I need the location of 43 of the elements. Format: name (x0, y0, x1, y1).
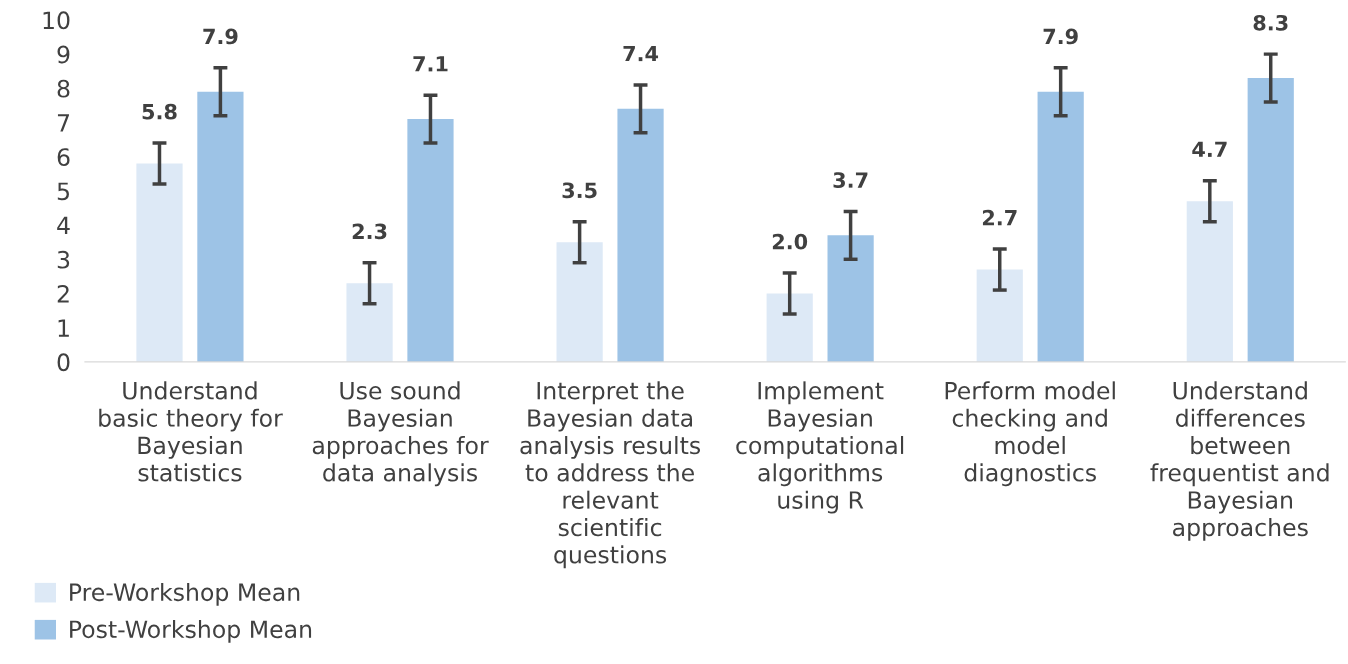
y-tick-label: 9 (57, 45, 70, 64)
bar (617, 108, 664, 362)
bar (1247, 78, 1294, 362)
data-label: 3.5 (562, 182, 597, 199)
bar (1037, 91, 1084, 362)
bar (556, 242, 603, 362)
y-tick-label: 8 (57, 79, 70, 98)
data-label: 5.8 (142, 103, 177, 120)
bar (136, 163, 183, 362)
legend-label: Pre-Workshop Mean (70, 582, 300, 606)
bar (766, 293, 813, 362)
data-label: 2.3 (352, 223, 387, 240)
bar (827, 235, 874, 362)
data-label: 4.7 (1192, 141, 1227, 157)
x-tick-label: Use sound Bayesian approaches for data analysis (312, 381, 489, 487)
legend-label: Post-Workshop Mean (70, 619, 312, 643)
data-label: 7.9 (203, 28, 238, 45)
bar (346, 283, 393, 362)
x-tick-label: Implement Bayesian computational algorithms using R (736, 381, 904, 514)
data-label: 7.4 (623, 45, 659, 62)
y-tick-label: 1 (58, 319, 69, 337)
y-tick-label: 10 (43, 11, 70, 30)
data-label: 7.1 (413, 56, 448, 72)
data-label: 7.9 (1043, 28, 1078, 45)
bar (1186, 201, 1233, 362)
y-tick-label: 2 (57, 284, 69, 303)
bar (197, 91, 244, 362)
data-label: 3.7 (833, 172, 868, 188)
x-tick-label: Understand differences between frequentist and Bayesian approaches (1150, 381, 1329, 541)
y-tick-label: 0 (57, 353, 70, 372)
y-tick-label: 4 (57, 216, 70, 235)
data-label: 2.7 (982, 209, 1017, 226)
data-label: 2.0 (772, 233, 808, 250)
y-tick-label: 6 (57, 148, 70, 167)
y-tick-label: 3 (57, 250, 70, 269)
x-tick-label: Interpret the Bayesian data analysis results to address the relevant scientific questions (520, 381, 701, 569)
bar (407, 119, 454, 362)
data-label: 8.3 (1253, 14, 1288, 31)
y-tick-label: 7 (57, 114, 70, 132)
x-tick-label: Understand basic theory for Bayesian statistics (99, 381, 283, 482)
x-tick-label: Perform model checking and model diagnostics (945, 381, 1115, 487)
bar (976, 269, 1023, 362)
y-tick-label: 5 (57, 182, 69, 201)
